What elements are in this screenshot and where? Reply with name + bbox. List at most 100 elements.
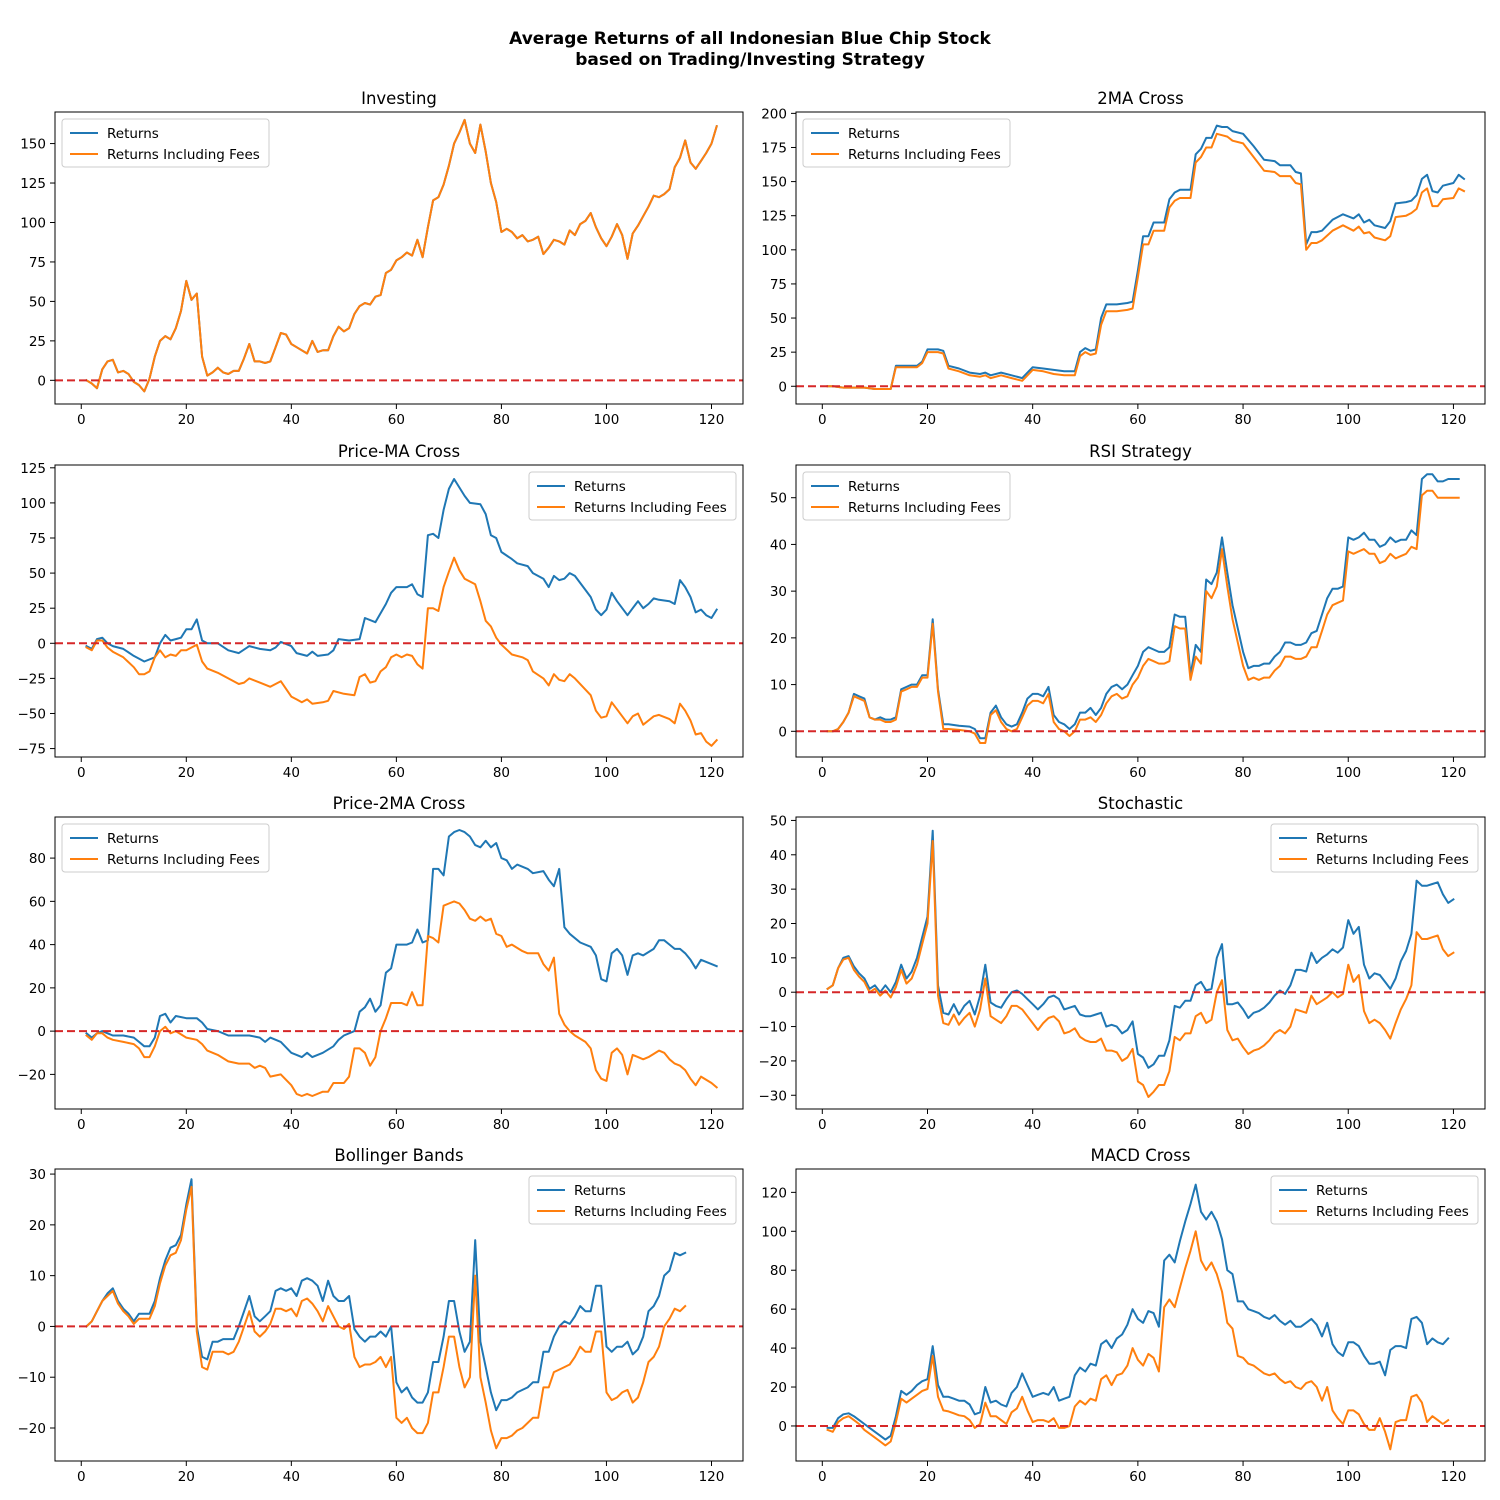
series-line-returns-including-fees bbox=[826, 132, 1466, 390]
x-tick-label: 0 bbox=[77, 765, 86, 781]
x-tick-label: 0 bbox=[818, 412, 827, 428]
y-tick-label: 60 bbox=[770, 1302, 787, 1318]
legend-label-fees: Returns Including Fees bbox=[848, 500, 1001, 516]
y-tick-label: 20 bbox=[770, 916, 787, 932]
x-tick-label: 0 bbox=[77, 412, 86, 428]
series-line-returns bbox=[826, 1183, 1450, 1441]
x-tick-label: 60 bbox=[1129, 1117, 1146, 1133]
y-tick-label: 120 bbox=[761, 1185, 787, 1201]
legend: Returns Returns Including Fees bbox=[61, 118, 270, 168]
y-tick-label: −75 bbox=[18, 742, 47, 758]
legend-label-fees: Returns Including Fees bbox=[1316, 852, 1469, 868]
subplot-title: Price-2MA Cross bbox=[333, 794, 466, 813]
x-tick-label: 40 bbox=[1024, 1469, 1041, 1485]
y-tick-label: 75 bbox=[29, 531, 46, 547]
series-line-returns bbox=[85, 478, 719, 663]
subplot-title: RSI Strategy bbox=[1089, 442, 1192, 461]
legend-box bbox=[1270, 1175, 1479, 1225]
y-tick-label: 0 bbox=[778, 724, 787, 740]
x-tick-label: 120 bbox=[1441, 412, 1467, 428]
legend-box bbox=[1270, 823, 1479, 873]
subplot-bollinger-bands: Bollinger Bands 0 20 40 60 80 100 120 −20 −10 0 10 2… bbox=[18, 1146, 744, 1485]
x-tick-label: 80 bbox=[1234, 765, 1251, 781]
x-tick-label: 100 bbox=[594, 412, 620, 428]
series-line-returns-including-fees bbox=[85, 118, 718, 393]
axes-frame bbox=[54, 111, 744, 405]
y-tick-label: 30 bbox=[29, 1167, 46, 1183]
y-tick-label: 100 bbox=[20, 496, 46, 512]
x-tick-label: 80 bbox=[493, 1117, 510, 1133]
y-tick-label: 0 bbox=[37, 636, 46, 652]
x-tick-label: 100 bbox=[1335, 1469, 1361, 1485]
y-tick-label: 150 bbox=[761, 175, 787, 191]
y-tick-label: 100 bbox=[20, 215, 46, 231]
legend-box bbox=[528, 471, 737, 521]
legend-box bbox=[802, 118, 1011, 168]
legend-box bbox=[802, 471, 1011, 521]
legend: Returns Returns Including Fees bbox=[528, 471, 737, 521]
y-tick-label: 60 bbox=[29, 894, 46, 910]
x-tick-label: 120 bbox=[699, 412, 725, 428]
y-tick-label: 80 bbox=[29, 851, 46, 867]
y-tick-label: 10 bbox=[29, 1269, 46, 1285]
series-line-returns-including-fees bbox=[826, 840, 1455, 1098]
x-tick-label: 120 bbox=[699, 765, 725, 781]
y-tick-label: 20 bbox=[770, 631, 787, 647]
x-tick-label: 0 bbox=[77, 1117, 86, 1133]
series-line-returns-including-fees bbox=[85, 556, 719, 747]
y-tick-label: 25 bbox=[29, 601, 46, 617]
x-tick-label: 60 bbox=[1129, 412, 1146, 428]
legend-label-fees: Returns Including Fees bbox=[1316, 1204, 1469, 1220]
x-tick-label: 20 bbox=[919, 412, 936, 428]
legend: Returns Returns Including Fees bbox=[802, 118, 1011, 168]
subplot-price-2ma-cross: Price-2MA Cross 0 20 40 60 80 100 120 −20 0 20 40 60… bbox=[18, 794, 744, 1133]
y-tick-label: 10 bbox=[770, 678, 787, 694]
y-tick-label: 100 bbox=[761, 1224, 787, 1240]
x-tick-label: 80 bbox=[1234, 412, 1251, 428]
y-tick-label: 30 bbox=[770, 584, 787, 600]
axes-frame bbox=[54, 816, 744, 1110]
y-tick-label: 125 bbox=[20, 461, 46, 477]
subplot-macd-cross: MACD Cross 0 20 40 60 80 100 120 0 20 40 60 80 100 120… bbox=[761, 1146, 1486, 1485]
subplot-title: Stochastic bbox=[1098, 794, 1183, 813]
x-tick-label: 0 bbox=[818, 1117, 827, 1133]
x-tick-label: 20 bbox=[178, 1469, 195, 1485]
y-tick-label: 150 bbox=[20, 137, 46, 153]
legend-box bbox=[61, 118, 270, 168]
y-tick-label: 0 bbox=[37, 1319, 46, 1335]
y-tick-label: 25 bbox=[29, 334, 46, 350]
x-tick-label: 80 bbox=[1234, 1117, 1251, 1133]
legend-box bbox=[528, 1175, 737, 1225]
series-line-returns-including-fees bbox=[826, 1230, 1450, 1451]
series-line-returns-including-fees bbox=[826, 489, 1460, 744]
y-tick-label: 100 bbox=[761, 243, 787, 259]
y-tick-label: 50 bbox=[29, 294, 46, 310]
y-tick-label: 125 bbox=[761, 209, 787, 225]
x-tick-label: 60 bbox=[388, 1469, 405, 1485]
x-tick-label: 120 bbox=[1441, 1469, 1467, 1485]
y-tick-label: 20 bbox=[29, 981, 46, 997]
x-tick-label: 20 bbox=[919, 1117, 936, 1133]
y-tick-label: −50 bbox=[18, 706, 47, 722]
x-tick-label: 120 bbox=[1441, 1117, 1467, 1133]
x-tick-label: 100 bbox=[594, 765, 620, 781]
x-tick-label: 20 bbox=[919, 1469, 936, 1485]
axes-frame bbox=[795, 464, 1486, 758]
y-tick-label: 200 bbox=[761, 106, 787, 122]
x-tick-label: 40 bbox=[283, 1117, 300, 1133]
axes-frame bbox=[795, 111, 1486, 405]
x-tick-label: 40 bbox=[283, 1469, 300, 1485]
figure-title-line2: based on Trading/Investing Strategy bbox=[575, 50, 925, 70]
subplot-title: Price-MA Cross bbox=[338, 442, 460, 461]
subplot-2ma-cross: 2MA Cross 0 20 40 60 80 100 120 0 25 50 75 100 125 150… bbox=[761, 89, 1486, 428]
y-tick-label: 25 bbox=[770, 345, 787, 361]
subplot-investing: Investing 0 20 40 60 80 100 120 0 25 50 75 100 125 150… bbox=[20, 89, 744, 428]
x-tick-label: 100 bbox=[1335, 412, 1361, 428]
x-tick-label: 60 bbox=[388, 1117, 405, 1133]
y-tick-label: 50 bbox=[29, 566, 46, 582]
y-tick-label: 20 bbox=[770, 1380, 787, 1396]
x-tick-label: 40 bbox=[1024, 1117, 1041, 1133]
legend: Returns Returns Including Fees bbox=[528, 1175, 737, 1225]
x-tick-label: 80 bbox=[493, 765, 510, 781]
legend: Returns Returns Including Fees bbox=[1270, 823, 1479, 873]
